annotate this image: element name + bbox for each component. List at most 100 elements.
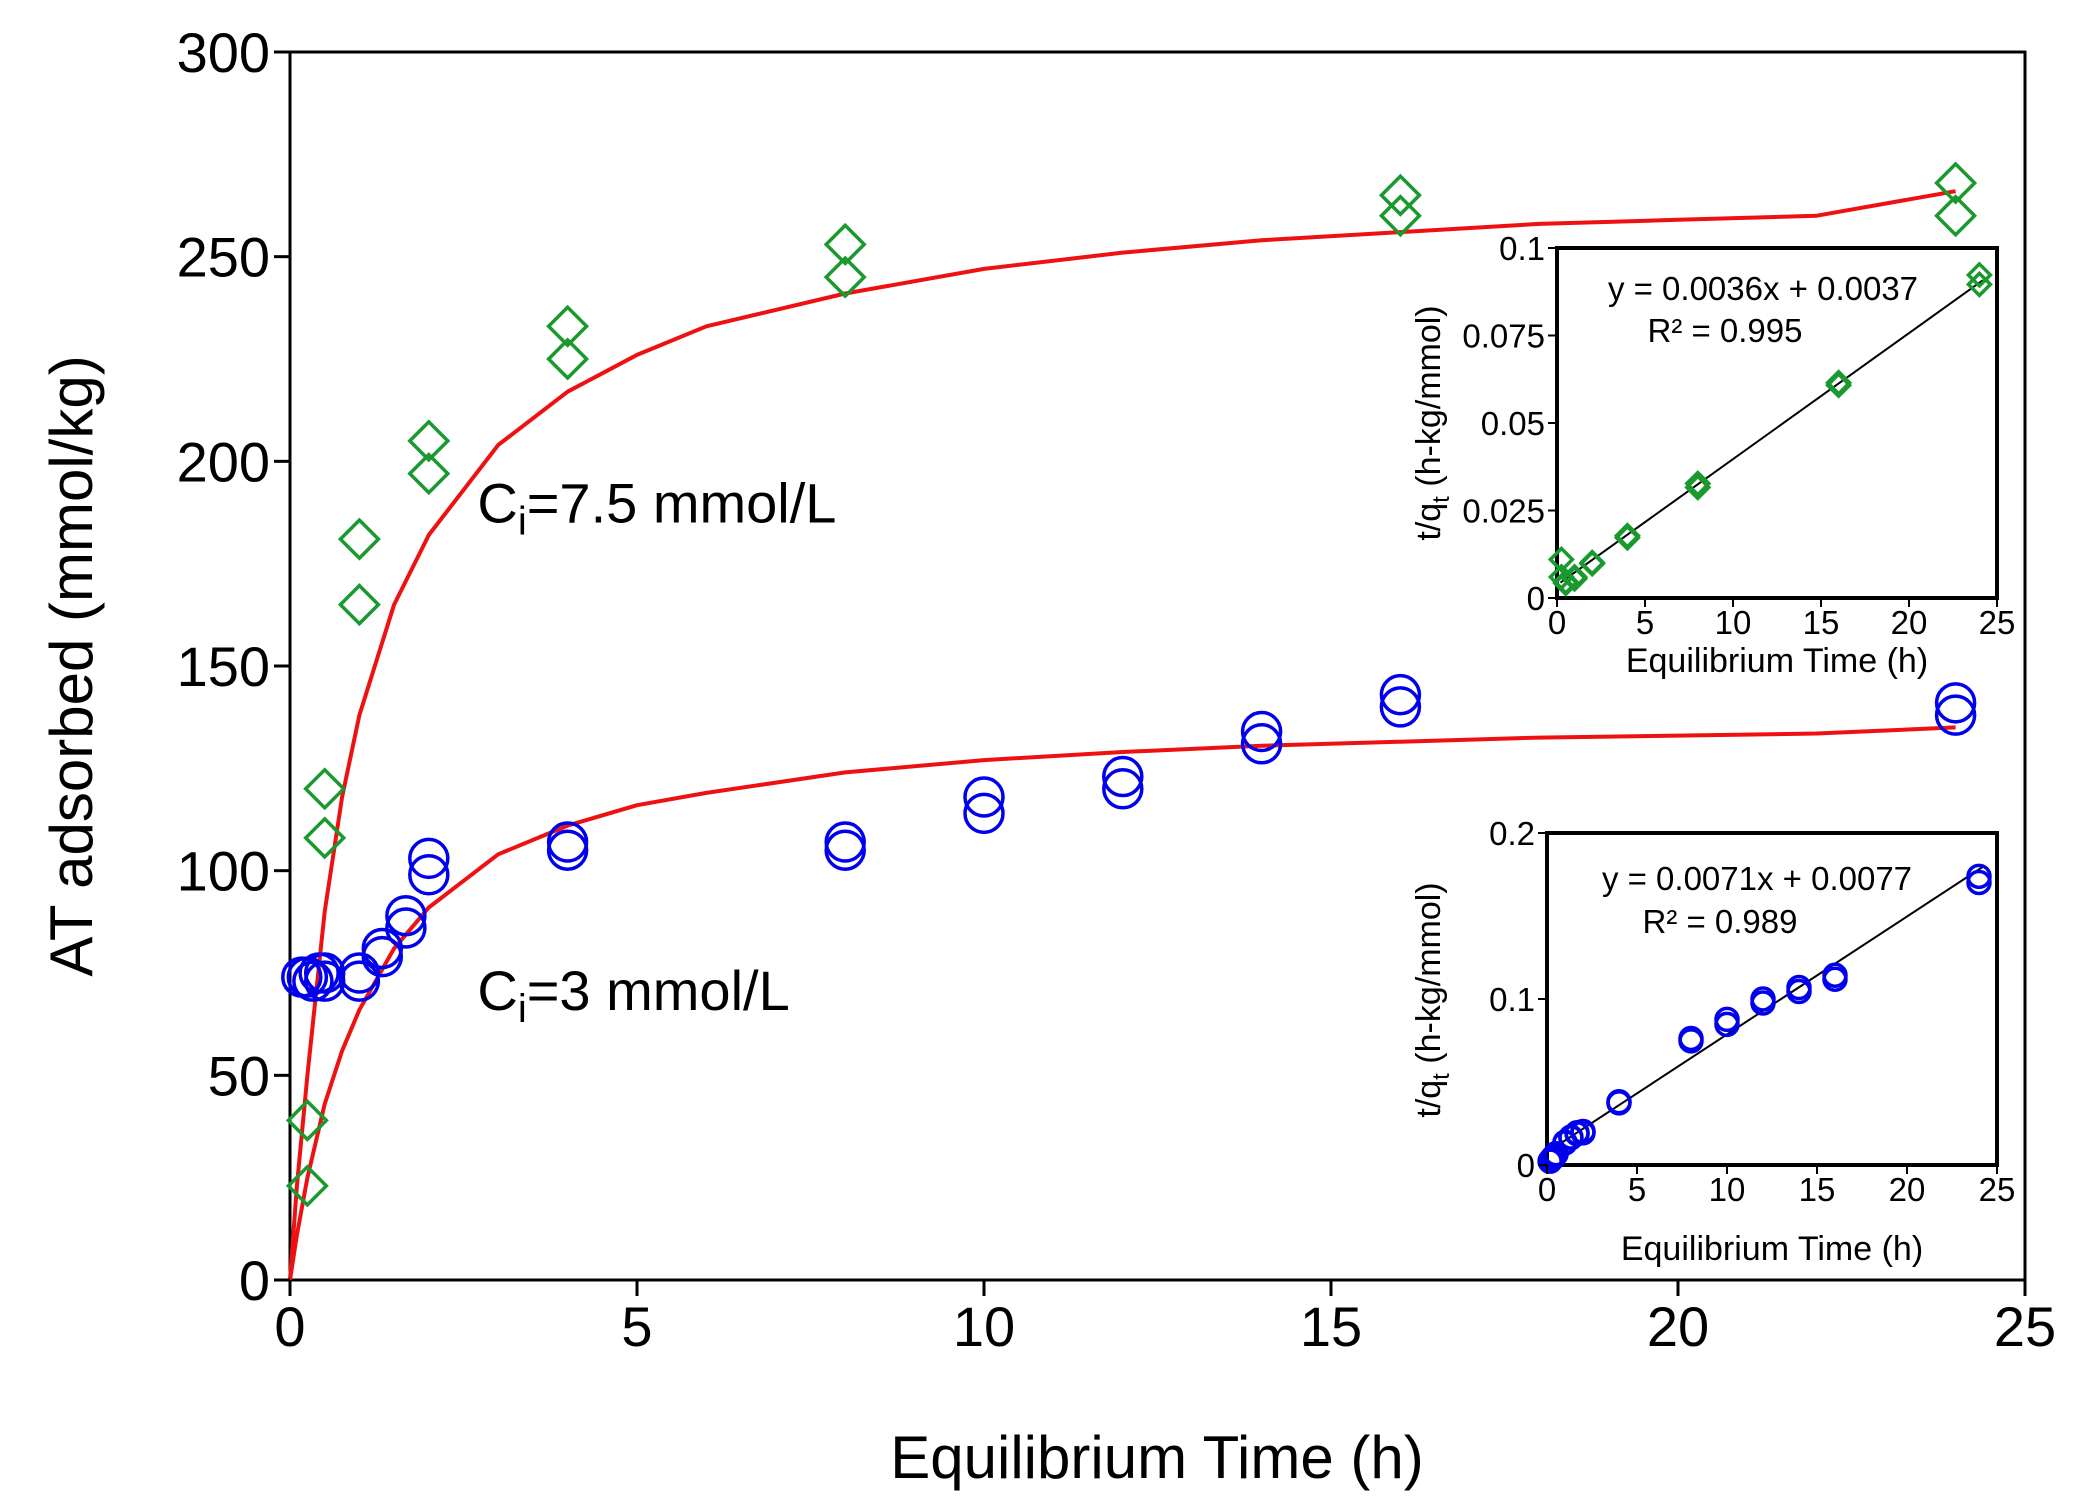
main-y-tick-label: 50 [208,1044,270,1107]
inset-top-data-point-diamond [1613,524,1641,552]
main-y-tick-label: 100 [177,840,270,903]
main-data-point-circle [824,821,866,863]
main-y-axis-label: AT adsorbed (mmol/kg) [38,355,105,976]
inset-bottom-data-point-circle [1822,966,1848,992]
inset-top-y-tick-label: 0.025 [1462,493,1545,530]
inset-bottom-data-point-circle [1606,1090,1632,1116]
inset-top-data-point-diamond [1578,550,1606,578]
main-data-point-circle [1240,710,1283,753]
main-data-points [281,161,1978,1208]
main-x-tick-label: 15 [1300,1295,1362,1358]
main-data-point-diamond [303,767,347,811]
main-data-point-diamond [407,452,451,496]
inset-top-y-tick-label: 0.075 [1462,318,1545,355]
inset-top-content [1547,261,1993,597]
main-x-tick-label: 25 [1994,1295,2056,1358]
main-x-tick-label: 20 [1647,1295,1709,1358]
main-x-tick-label: 0 [274,1295,305,1358]
inset-top-data-point-diamond [1825,371,1853,399]
inset-top-y-axis-label: t/qt (h-kg/mmol) [1410,305,1455,540]
main-x-axis-label: Equilibrium Time (h) [890,1424,1423,1491]
main-data-point-circle [338,960,381,1002]
main-x-tick-label: 10 [953,1295,1015,1358]
main-data-point-circle [963,792,1005,835]
main-data-point-circle [1934,694,1977,736]
inset-top-y-tick-label: 0 [1527,580,1545,617]
main-data-point-circle [1240,723,1283,765]
main-data-point-circle [963,776,1005,818]
inset-top-data-point-diamond [1552,569,1580,597]
main-data-point-circle [824,829,866,871]
main-data-point-circle [1379,673,1422,716]
inset-bottom-x-tick-label: 25 [1979,1171,2016,1208]
inset-bottom-y-label-rest: (h-kg/mmol) [1410,882,1448,1073]
inset-top-data-point-diamond [1965,270,1993,298]
inset-bottom-y-label-base: t/q [1410,1080,1448,1118]
inset-bottom-x-tick-label: 5 [1628,1171,1646,1208]
inset-top-data-point-diamond [1684,470,1712,498]
annotation-ci-3-sub: i [518,987,527,1031]
main-data-point-circle [1934,682,1977,724]
inset-bottom-y-tick-label: 0.1 [1489,981,1535,1018]
main-fit-lines [288,189,1956,1281]
annotation-ci-3: Ci=3 mmol/L [477,959,789,1031]
inset-chart-top: 0 5 10 15 20 25 0 0.025 0.05 0.075 0.1 y = 0.0036x… [1410,230,2015,680]
inset-top-data-point-diamond [1965,261,1993,289]
main-series-line-hi_fit [288,189,1956,1281]
main-data-point-circle [408,837,450,880]
main-data-point-diamond [546,337,590,381]
main-data-point-circle [408,854,450,896]
main-data-point-diamond [337,517,381,561]
inset-bottom-data-point-circle [1714,1011,1740,1038]
inset-top-x-axis-label: Equilibrium Time (h) [1626,642,1928,680]
inset-top-data-point-diamond [1547,546,1575,573]
inset-bottom-x-tick-label: 10 [1709,1171,1746,1208]
inset-top-data-point-diamond [1684,473,1712,501]
main-data-point-circle [1102,768,1144,810]
main-data-point-diamond [407,419,451,463]
inset-top-y-label-base: t/q [1410,503,1448,541]
inset-bottom-y-tick-label: 0.2 [1489,815,1535,852]
inset-bottom-r2: R² = 0.989 [1642,903,1797,940]
inset-bottom-equation: y = 0.0071x + 0.0077 [1602,860,1912,897]
main-data-point-circle [385,894,427,937]
main-data-point-circle [292,960,334,1002]
inset-bottom-y-axis-label: t/qt (h-kg/mmol) [1410,882,1455,1117]
main-y-tick-label: 0 [239,1249,270,1312]
main-y-tick-label: 300 [177,21,270,84]
main-data-point-diamond [303,816,347,860]
inset-bottom-data-point-circle [1966,869,1992,896]
inset-top-y-label-sub: t [1428,496,1455,503]
inset-top-y-tick-label: 0.1 [1499,230,1545,267]
inset-top-x-tick-label: 5 [1636,604,1654,641]
inset-chart-bottom: 0 5 10 15 20 25 0 0.1 0.2 y = 0.0071x + 0.0077 R… [1410,815,2015,1268]
inset-bottom-x-tick-label: 15 [1799,1171,1836,1208]
inset-bottom-data-point-circle [1570,1120,1596,1146]
inset-bottom-y-tick-label: 0 [1517,1147,1535,1184]
main-data-point-circle [338,952,381,994]
main-data-point-diamond [1934,161,1978,205]
inset-bottom-x-axis-label: Equilibrium Time (h) [1621,1230,1923,1268]
annotation-ci-7-5-sub: i [518,500,527,544]
main-data-point-circle [546,821,589,863]
inset-top-r2: R² = 0.995 [1647,312,1802,349]
main-series-line-lo_fit [288,725,1956,1281]
main-data-point-diamond [285,1098,329,1142]
annotation-ci-7-5-rest: =7.5 mmol/L [527,472,837,535]
inset-bottom-content [1537,863,1992,1174]
main-data-point-diamond [337,583,381,627]
inset-top-y-tick-label: 0.05 [1481,405,1545,442]
main-data-point-circle [385,907,427,949]
inset-top-ticks: 0 5 10 15 20 25 0 0.025 0.05 0.075 0.1 [1462,230,2015,641]
inset-bottom-x-tick-label: 20 [1889,1171,1926,1208]
main-data-point-circle [1379,686,1422,728]
main-y-tick-label: 250 [177,226,270,289]
annotation-ci-7-5: Ci=7.5 mmol/L [477,472,836,544]
inset-top-x-tick-label: 15 [1803,604,1840,641]
main-data-point-diamond [546,304,590,348]
inset-top-x-tick-label: 10 [1715,604,1752,641]
inset-top-x-tick-label: 20 [1891,604,1928,641]
